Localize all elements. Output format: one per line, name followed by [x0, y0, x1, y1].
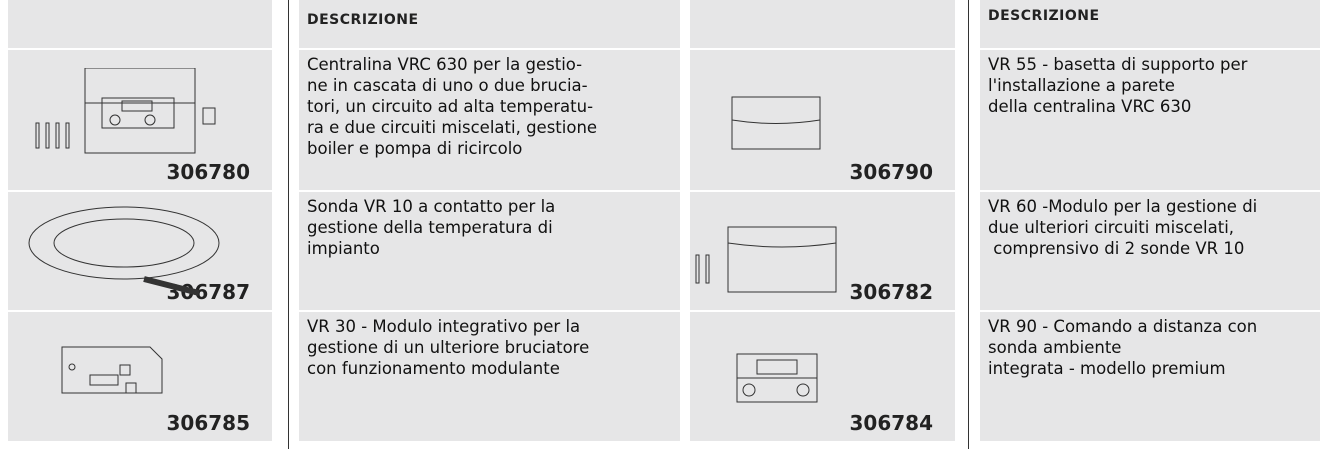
description-line: Centralina VRC 630 per la gestio-: [307, 55, 583, 74]
description-line: gestione di un ulteriore bruciatore: [307, 338, 590, 357]
description-cell: VR 90 - Comando a distanza con sonda ambi…: [980, 312, 1320, 441]
product-code: 306780: [166, 160, 251, 184]
description-line: VR 60 -Modulo per la gestione di: [988, 197, 1258, 216]
description-cell: Sonda VR 10 a contatto per la gestione de…: [299, 192, 680, 310]
image-cell: 306784: [690, 312, 955, 441]
description-cell: VR 60 -Modulo per la gestione di due ulte…: [980, 192, 1320, 310]
product-code: 306785: [166, 411, 251, 435]
product-code: 306782: [849, 280, 934, 304]
description-line: impianto: [307, 239, 380, 258]
image-cell: [690, 0, 955, 48]
description-cell: Centralina VRC 630 per la gestio-ne in c…: [299, 50, 680, 190]
description-line: due ulteriori circuiti miscelati,: [988, 218, 1235, 237]
description-line: integrata - modello premium: [988, 359, 1226, 378]
description-line: VR 90 - Comando a distanza con: [988, 317, 1258, 336]
description-line: ne in cascata di uno o due brucia-: [307, 76, 588, 95]
base-icon: [731, 96, 821, 150]
board-icon: [61, 346, 163, 394]
image-cell: 306780: [8, 50, 272, 190]
description-line: con funzionamento modulante: [307, 359, 560, 378]
image-cell: 306787: [8, 192, 272, 310]
remote-icon: [736, 353, 818, 403]
description-line: ra e due circuiti miscelati, gestione: [307, 118, 598, 137]
column-divider: [968, 0, 969, 449]
sensor-icon: [28, 206, 220, 296]
description-line: boiler e pompa di ricircolo: [307, 139, 523, 158]
column-divider: [288, 0, 289, 449]
module-icon: [695, 226, 837, 293]
image-cell: [8, 0, 272, 48]
header-cell: DESCRIZIONE: [980, 0, 1320, 48]
description-line: sonda ambiente: [988, 338, 1122, 357]
description-cell: VR 55 - basetta di supporto per l'install…: [980, 50, 1320, 190]
image-cell: 306785: [8, 312, 272, 441]
description-line: gestione della temperatura di: [307, 218, 553, 237]
description-line: comprensivo di 2 sonde VR 10: [988, 239, 1245, 258]
description-line: l'installazione a parete: [988, 76, 1175, 95]
image-cell: 306782: [690, 192, 955, 310]
description-cell: VR 30 - Modulo integrativo per la gestion…: [299, 312, 680, 441]
description-line: Sonda VR 10 a contatto per la: [307, 197, 556, 216]
product-code: 306784: [849, 411, 934, 435]
description-line: VR 55 - basetta di supporto per: [988, 55, 1248, 74]
product-code: 306790: [849, 160, 934, 184]
description-line: tori, un circuito ad alta temperatu-: [307, 97, 594, 116]
description-line: VR 30 - Modulo integrativo per la: [307, 317, 581, 336]
description-line: della centralina VRC 630: [988, 97, 1192, 116]
product-code: 306787: [166, 280, 251, 304]
controller-icon: [35, 68, 216, 154]
header-cell: DESCRIZIONE: [299, 0, 680, 48]
